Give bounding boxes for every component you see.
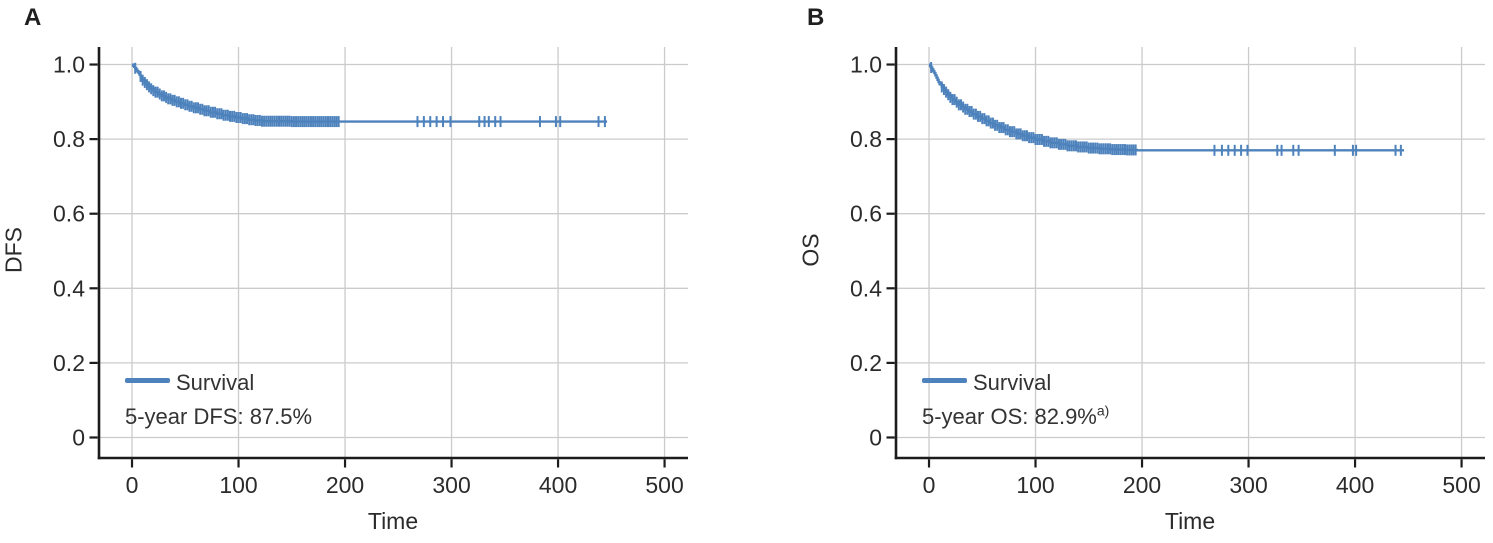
- y-tick-label: 1.0: [850, 52, 882, 78]
- x-tick-label: 0: [126, 472, 139, 498]
- grid-lines: [99, 47, 688, 458]
- annotation-text: 5-year DFS: 87.5%: [125, 404, 313, 429]
- tick-marks: [89, 63, 666, 468]
- x-axis-label: Time: [1164, 508, 1216, 534]
- y-tick-label: 0.6: [850, 201, 882, 227]
- censor-marks: [134, 62, 606, 128]
- panel-a: A 0 100 200 300 400 500 1.0 0.8 0.6 0.4 0.2 0 DFS S…: [0, 0, 696, 543]
- x-tick-label: 100: [1016, 472, 1054, 498]
- legend-line-swatch: [125, 378, 170, 383]
- km-plot-os: 0 100 200 300 400 500 1.0 0.8 0.6 0.4 0.2 0: [850, 47, 1485, 498]
- y-tick-label: 0.8: [53, 126, 85, 152]
- y-axis-label: OS: [797, 233, 824, 267]
- x-tick-label: 300: [1229, 472, 1267, 498]
- x-tick-label: 500: [645, 472, 683, 498]
- legend-label: Survival: [176, 370, 255, 395]
- survival-curve: [928, 63, 1405, 152]
- y-axis-label: DFS: [0, 227, 27, 273]
- y-tick-label: 0.2: [850, 350, 882, 376]
- survival-annotation: 5-year OS: 82.9%a): [922, 404, 1109, 430]
- y-tick-label: 0.8: [850, 126, 882, 152]
- axis-spines: [894, 47, 1485, 460]
- legend-label: Survival: [973, 370, 1052, 395]
- x-tick-label: 100: [219, 472, 257, 498]
- annotation-text: 5-year OS: 82.9%: [922, 404, 1097, 429]
- x-axis-label: Time: [367, 508, 419, 534]
- km-plot-dfs: 0 100 200 300 400 500 1.0 0.8 0.6 0.4 0.2 0: [53, 47, 688, 498]
- x-tick-label: 400: [1336, 472, 1374, 498]
- legend-line-swatch: [922, 378, 967, 383]
- y-tick-label: 0: [869, 424, 882, 450]
- x-tick-label: 400: [539, 472, 577, 498]
- y-tick-label: 0.2: [53, 350, 85, 376]
- y-tick-label: 0.4: [850, 275, 882, 301]
- x-tick-label: 200: [1123, 472, 1161, 498]
- grid-lines: [896, 47, 1485, 458]
- y-tick-label: 1.0: [53, 52, 85, 78]
- x-tick-label: 500: [1442, 472, 1480, 498]
- y-tick-label: 0.6: [53, 201, 85, 227]
- x-tick-label: 200: [326, 472, 364, 498]
- x-tick-label: 0: [923, 472, 936, 498]
- tick-labels: 0 100 200 300 400 500 1.0 0.8 0.6 0.4 0.2 0: [53, 52, 684, 498]
- censor-marks: [930, 62, 1402, 156]
- tick-labels: 0 100 200 300 400 500 1.0 0.8 0.6 0.4 0.2 0: [850, 52, 1481, 498]
- annotation-footnote-marker: a): [1096, 402, 1110, 419]
- y-tick-label: 0: [72, 424, 85, 450]
- tick-marks: [886, 63, 1463, 468]
- y-tick-label: 0.4: [53, 275, 85, 301]
- x-tick-label: 300: [432, 472, 470, 498]
- survival-annotation: 5-year DFS: 87.5%: [125, 404, 312, 430]
- panel-label: A: [24, 4, 42, 31]
- panel-b: B 0 100 200 300 400 500 1.0 0.8 0.6 0.4 0.2 0 OS Su…: [797, 0, 1493, 543]
- axis-spines: [97, 47, 688, 460]
- panel-label: B: [807, 4, 825, 31]
